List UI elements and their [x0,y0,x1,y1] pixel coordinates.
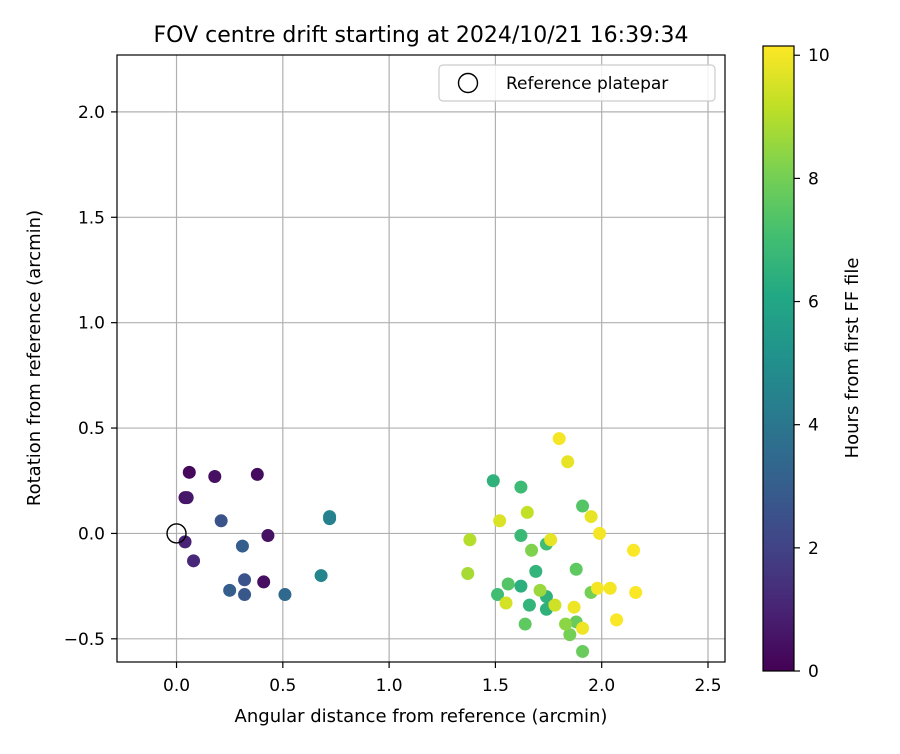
data-point [314,569,328,583]
data-point [518,617,532,631]
data-point [522,598,536,612]
x-tick-label: 1.0 [376,676,403,696]
colorbar-tick-label: 6 [808,293,819,313]
colorbar-tick-label: 8 [808,169,819,189]
data-point [569,562,583,576]
data-point [501,577,515,591]
data-point [544,533,558,547]
data-point [627,543,641,557]
data-point [576,644,590,658]
data-point [525,543,539,557]
x-tick-label: 0.5 [269,676,296,696]
plot-frame [116,54,726,663]
data-point [461,566,475,580]
y-tick-label: 1.0 [78,314,105,334]
data-point [559,617,573,631]
data-point [576,499,590,513]
legend: Reference platepar [438,64,716,102]
x-tick-label: 2.0 [588,676,615,696]
colorbar-gradient [762,45,795,672]
data-point [514,579,528,593]
data-point [563,628,577,642]
data-point [250,467,264,481]
legend-box [438,64,716,102]
data-point [463,533,477,547]
data-point [520,505,534,519]
data-point [499,596,513,610]
points-layer [178,432,643,658]
data-point [584,510,598,524]
y-tick-label: 2.0 [78,103,105,123]
colorbar-tick-label: 2 [808,539,819,559]
data-point [629,585,643,599]
reference-layer [166,523,187,544]
y-tick-label: 0.0 [78,524,105,544]
colorbar-tick-label: 4 [808,416,819,436]
y-tick-label: −0.5 [64,630,105,650]
data-point [278,588,292,602]
data-point [590,581,604,595]
x-axis-label: Angular distance from reference (arcmin) [235,706,608,727]
data-point [261,529,275,543]
data-point [223,583,237,597]
data-point [514,529,528,543]
data-point [552,432,566,446]
chart-title: FOV centre drift starting at 2024/10/21 … [154,23,689,48]
data-point [567,600,581,614]
data-point [514,480,528,494]
data-point [561,455,575,469]
data-point [576,621,590,635]
legend-label: Reference platepar [506,74,668,94]
colorbar-label: Hours from first FF file [842,258,863,459]
data-point [486,474,500,488]
data-point [493,514,507,528]
data-point [533,583,547,597]
colorbar-tick-label: 10 [808,46,830,66]
data-point [238,573,252,587]
data-point [187,554,201,568]
y-tick-label: 1.5 [78,208,105,228]
x-tick-label: 2.5 [694,676,721,696]
y-tick-label: 0.5 [78,419,105,439]
data-point [491,588,505,602]
data-point [238,588,252,602]
data-point [214,514,228,528]
reference-platepar-marker [166,523,187,544]
colorbar-ticks: 0 2 4 6 8 10 [794,46,830,682]
data-point [180,491,194,505]
data-point [603,581,617,595]
legend-open-circle-marker [457,72,479,94]
ticks-layer: 0.0 0.5 1.0 1.5 2.0 2.5 −0.5 0.0 0.5 1.0 1.5 2.0 [64,103,722,696]
x-tick-label: 0.0 [163,676,190,696]
data-point [610,613,624,627]
data-point [235,539,249,553]
x-tick-label: 1.5 [482,676,509,696]
data-point [323,512,337,526]
data-point [548,598,562,612]
colorbar: 0 2 4 6 8 10 Hours from first FF file [762,45,863,682]
colorbar-tick-label: 0 [808,662,819,682]
y-axis-label: Rotation from reference (arcmin) [24,210,45,506]
data-point [593,526,607,540]
data-point [182,465,196,479]
data-point [208,470,222,484]
data-point [178,535,192,549]
data-point [529,564,543,578]
grid-layer [117,55,725,662]
data-point [257,575,271,589]
